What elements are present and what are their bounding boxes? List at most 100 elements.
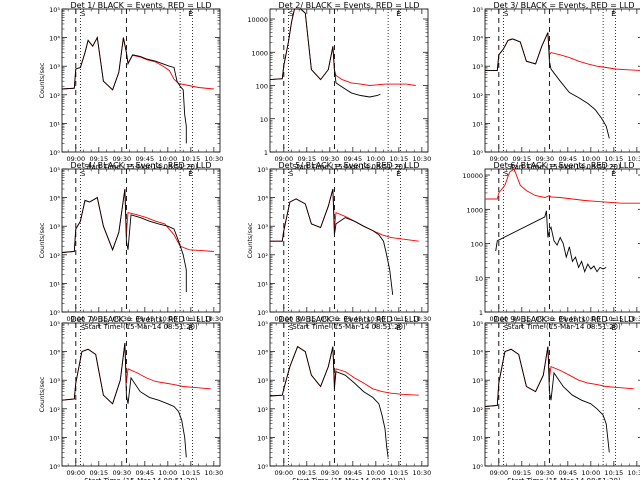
- x-tick-label: 10:00: [366, 155, 385, 163]
- plot-frame: [269, 8, 429, 153]
- y-tick-label: 10³: [49, 223, 60, 231]
- x-tick-label: 09:00: [274, 469, 293, 477]
- series-lld-line: [485, 168, 640, 204]
- y-tick-label: 10⁴: [49, 195, 60, 203]
- y-tick-label: 10⁰: [49, 309, 60, 317]
- marker-letter: E: [396, 10, 400, 18]
- plot-frame: [269, 168, 429, 313]
- x-tick-label: 09:45: [558, 469, 577, 477]
- series-lld-line: [269, 345, 419, 397]
- y-axis-label: Counts/sec: [38, 62, 46, 98]
- marker-letter: S: [289, 10, 294, 18]
- y-tick-label: 1: [479, 309, 483, 317]
- series-lld-line: [484, 346, 634, 407]
- marker-letter: S: [289, 324, 294, 332]
- marker-letter: S: [81, 324, 86, 332]
- y-tick-label: 10⁰: [49, 149, 60, 157]
- plot-frame: [61, 168, 221, 313]
- plot-frame: [61, 8, 221, 153]
- x-tick-label: 09:45: [558, 315, 577, 323]
- chart-title: Det 4/ BLACK = Events, RED = LLD: [71, 161, 212, 170]
- y-tick-label: 10⁴: [472, 349, 483, 357]
- y-tick-label: 10⁵: [49, 320, 60, 328]
- x-tick-label: 09:30: [112, 155, 131, 163]
- series-lld-line: [61, 188, 214, 253]
- series-events-line: [270, 188, 394, 295]
- y-tick-label: 10¹: [472, 434, 483, 442]
- x-tick-label: 10:30: [204, 315, 223, 323]
- marker-letter: E: [611, 170, 615, 178]
- x-tick-label: 10:00: [158, 469, 177, 477]
- x-tick-label: 09:45: [558, 155, 577, 163]
- series-lld-line: [61, 36, 214, 91]
- plot-frame: [484, 8, 640, 153]
- chart-title: Det 8/ BLACK = Events, RED = LLD: [279, 315, 420, 324]
- x-tick-label: 09:15: [297, 469, 316, 477]
- x-tick-label: 09:30: [320, 469, 339, 477]
- y-tick-label: 10⁴: [49, 35, 60, 43]
- x-tick-label: 10:30: [627, 155, 640, 163]
- chart-title: Det 3/ BLACK = Events, RED = LLD: [494, 1, 635, 10]
- marker-letter: E: [188, 10, 192, 18]
- marker-letter: S: [504, 10, 509, 18]
- x-tick-label: 10:30: [412, 315, 431, 323]
- y-tick-label: 10: [475, 275, 483, 283]
- x-tick-label: 09:00: [489, 155, 508, 163]
- x-tick-label: 10:30: [627, 315, 640, 323]
- series-events-line: [61, 36, 187, 144]
- y-tick-label: 10⁵: [49, 6, 60, 14]
- x-tick-label: 09:30: [112, 469, 131, 477]
- x-axis-label: Start Time (15-Mar-14 08:51:20): [507, 477, 621, 480]
- x-axis-label: Start Time (15-Mar-14 08:51:20): [84, 323, 198, 331]
- series-events-line: [269, 345, 389, 458]
- y-tick-label: 10¹: [49, 120, 60, 128]
- x-tick-label: 09:30: [535, 155, 554, 163]
- series-events-line: [269, 8, 381, 98]
- y-axis-label: Counts/sec: [246, 222, 254, 258]
- marker-letter: S: [289, 170, 294, 178]
- y-tick-label: 1: [264, 149, 268, 157]
- y-tick-label: 10⁵: [472, 320, 483, 328]
- series-events-line: [484, 346, 610, 453]
- x-tick-label: 09:15: [512, 315, 531, 323]
- y-axis-label: Counts/sec: [38, 376, 46, 412]
- series-lld-line: [485, 32, 640, 72]
- plot-frame: [484, 322, 640, 467]
- y-tick-label: 10²: [472, 406, 483, 414]
- x-tick-label: 09:45: [135, 469, 154, 477]
- y-tick-label: 10⁵: [257, 166, 268, 174]
- x-tick-label: 09:00: [274, 155, 293, 163]
- chart-title: Det 5/ BLACK = Events, RED = LLD: [279, 161, 420, 170]
- y-tick-label: 10¹: [49, 280, 60, 288]
- series-lld-line: [61, 342, 211, 405]
- x-tick-label: 10:00: [581, 315, 600, 323]
- x-tick-label: 09:00: [274, 315, 293, 323]
- x-tick-label: 10:15: [181, 469, 200, 477]
- x-tick-label: 10:30: [412, 469, 431, 477]
- marker-letter: E: [611, 10, 615, 18]
- marker-letter: E: [188, 170, 192, 178]
- x-tick-label: 09:00: [489, 469, 508, 477]
- series-events-line: [485, 32, 610, 139]
- chart-title: Det 6/ BLACK = Events, RED = LLD: [494, 161, 635, 170]
- y-tick-label: 10⁴: [49, 349, 60, 357]
- x-tick-label: 10:30: [627, 469, 640, 477]
- x-tick-label: 09:15: [89, 469, 108, 477]
- y-tick-label: 10²: [49, 252, 60, 260]
- y-tick-label: 10³: [472, 63, 483, 71]
- chart-panel-det-2: Det 2/ BLACK = Events, RED = LLD 1 10 100 10…: [247, 1, 431, 171]
- x-tick-label: 10:30: [204, 155, 223, 163]
- plot-frame: [269, 322, 429, 467]
- y-axis-label: Counts/sec: [38, 222, 46, 258]
- x-tick-label: 10:00: [581, 155, 600, 163]
- x-tick-label: 09:30: [320, 155, 339, 163]
- marker-letter: S: [504, 324, 509, 332]
- y-tick-label: 10²: [49, 92, 60, 100]
- x-tick-label: 09:45: [343, 469, 362, 477]
- x-tick-label: 10:15: [604, 315, 623, 323]
- chart-panel-det-5: Det 5/ BLACK = Events, RED = LLD 10⁰ 10¹ 10…: [246, 161, 431, 331]
- x-tick-label: 10:00: [366, 315, 385, 323]
- x-tick-label: 09:30: [112, 315, 131, 323]
- series-lld-line: [270, 188, 419, 242]
- x-tick-label: 10:00: [581, 469, 600, 477]
